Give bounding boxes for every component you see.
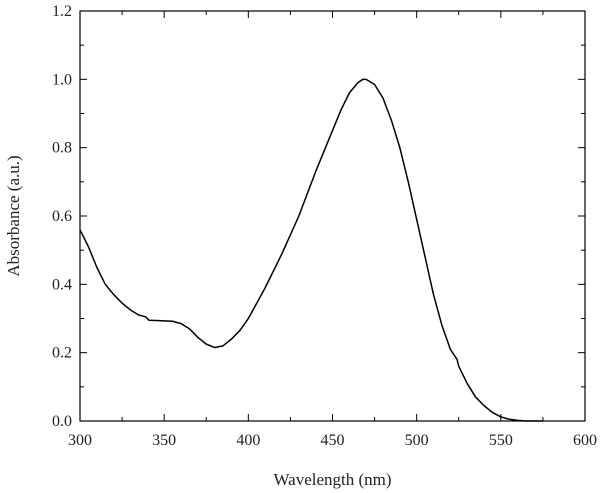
y-tick-label: 0.6 bbox=[52, 208, 72, 225]
x-tick-label: 450 bbox=[321, 432, 345, 449]
x-axis-label: Wavelength (nm) bbox=[273, 470, 391, 489]
x-axis-tick-labels: 300 350 400 450 500 550 600 bbox=[68, 432, 597, 449]
y-tick-label: 0.2 bbox=[52, 345, 72, 362]
x-axis-ticks bbox=[79, 11, 586, 421]
plot-area-frame bbox=[79, 10, 586, 422]
y-axis-ticks bbox=[80, 10, 585, 422]
absorbance-series-line bbox=[79, 78, 543, 422]
y-tick-label: 0.8 bbox=[52, 140, 72, 157]
x-tick-label: 350 bbox=[152, 432, 176, 449]
y-tick-label: 0.0 bbox=[52, 413, 72, 430]
x-tick-label: 550 bbox=[489, 432, 513, 449]
y-axis-label: Absorbance (a.u.) bbox=[4, 155, 23, 276]
y-axis-tick-labels: 0.0 0.2 0.4 0.6 0.8 1.0 1.2 bbox=[52, 3, 72, 430]
y-tick-label: 1.0 bbox=[52, 71, 72, 88]
y-tick-label: 1.2 bbox=[52, 3, 72, 20]
x-tick-label: 400 bbox=[236, 432, 260, 449]
x-tick-label: 600 bbox=[573, 432, 597, 449]
y-tick-label: 0.4 bbox=[52, 276, 72, 293]
x-tick-label: 500 bbox=[405, 432, 429, 449]
x-tick-label: 300 bbox=[68, 432, 92, 449]
